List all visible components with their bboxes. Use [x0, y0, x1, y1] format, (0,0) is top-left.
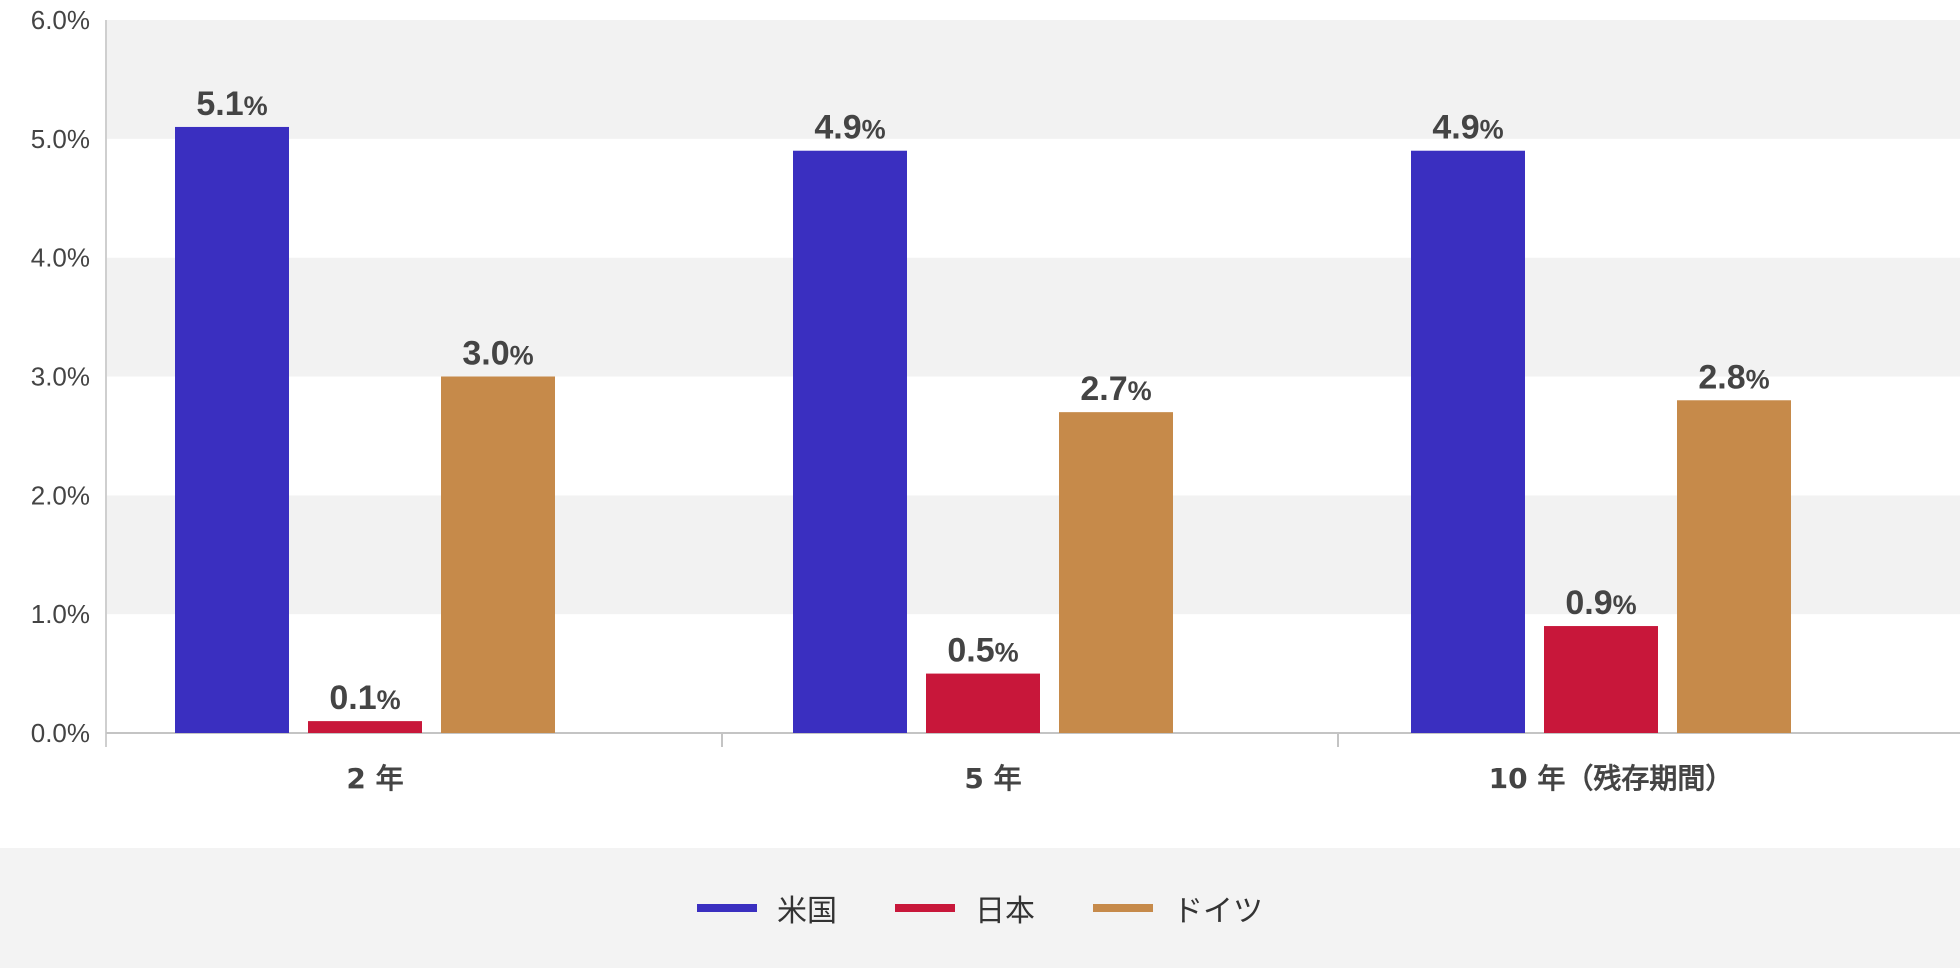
y-tick-label: 5.0% [31, 124, 90, 154]
y-tick-label: 6.0% [31, 5, 90, 35]
y-tick-label: 1.0% [31, 599, 90, 629]
grid-bands [106, 20, 1960, 733]
grid-band [106, 495, 1960, 615]
bar[interactable] [793, 150, 907, 733]
x-category-label: 5 年 [964, 762, 1021, 795]
y-tick-label: 2.0% [31, 480, 90, 510]
legend-swatch-us [697, 904, 757, 912]
legend-item-germany[interactable]: ドイツ [1093, 886, 1263, 930]
data-labels: 5.1% 0.1% 3.0% 4.9% 0.5% 2.7% 4.9% 0.9% 2.8% [196, 85, 1769, 717]
x-category-labels: 2 年 5 年 10 年（残存期間） [346, 762, 1733, 795]
grid-band [106, 257, 1960, 377]
bars [175, 126, 1791, 734]
bar[interactable] [1411, 150, 1525, 733]
legend-area: 米国 日本 ドイツ [0, 848, 1960, 968]
y-tick-label: 4.0% [31, 243, 90, 273]
data-label: 4.9% [814, 109, 885, 147]
x-category-label: 2 年 [346, 762, 403, 795]
legend-item-japan[interactable]: 日本 [895, 886, 1035, 930]
grid-band [106, 20, 1960, 139]
grid-band [106, 376, 1960, 496]
bar[interactable] [441, 376, 555, 734]
data-label: 3.0% [462, 335, 533, 373]
legend-label-japan: 日本 [975, 894, 1035, 929]
data-label: 5.1% [196, 85, 267, 123]
bar[interactable] [1059, 412, 1173, 733]
bar[interactable] [175, 126, 289, 733]
x-category-label: 10 年（残存期間） [1489, 762, 1734, 795]
y-tick-labels: 0.0% 1.0% 2.0% 3.0% 4.0% 5.0% 6.0% [31, 5, 90, 748]
bar[interactable] [1544, 626, 1658, 733]
bar[interactable] [926, 673, 1040, 733]
legend: 米国 日本 ドイツ [0, 848, 1960, 968]
bar[interactable] [1677, 400, 1791, 733]
legend-swatch-japan [895, 904, 955, 912]
data-label: 0.5% [947, 632, 1018, 670]
legend-label-us: 米国 [777, 894, 837, 929]
legend-label-germany: ドイツ [1173, 894, 1263, 929]
data-label: 4.9% [1432, 109, 1503, 147]
legend-item-us[interactable]: 米国 [697, 886, 837, 930]
y-tick-label: 3.0% [31, 362, 90, 392]
chart: 5.1% 0.1% 3.0% 4.9% 0.5% 2.7% 4.9% 0.9% 2.8% 0.0… [31, 5, 1960, 795]
grid-band [106, 138, 1960, 258]
data-label: 0.9% [1565, 584, 1636, 622]
y-tick-label: 0.0% [31, 718, 90, 748]
legend-swatch-germany [1093, 904, 1153, 912]
data-label: 2.7% [1080, 370, 1151, 408]
data-label: 2.8% [1698, 358, 1769, 396]
bar[interactable] [308, 721, 422, 733]
data-label: 0.1% [329, 679, 400, 717]
